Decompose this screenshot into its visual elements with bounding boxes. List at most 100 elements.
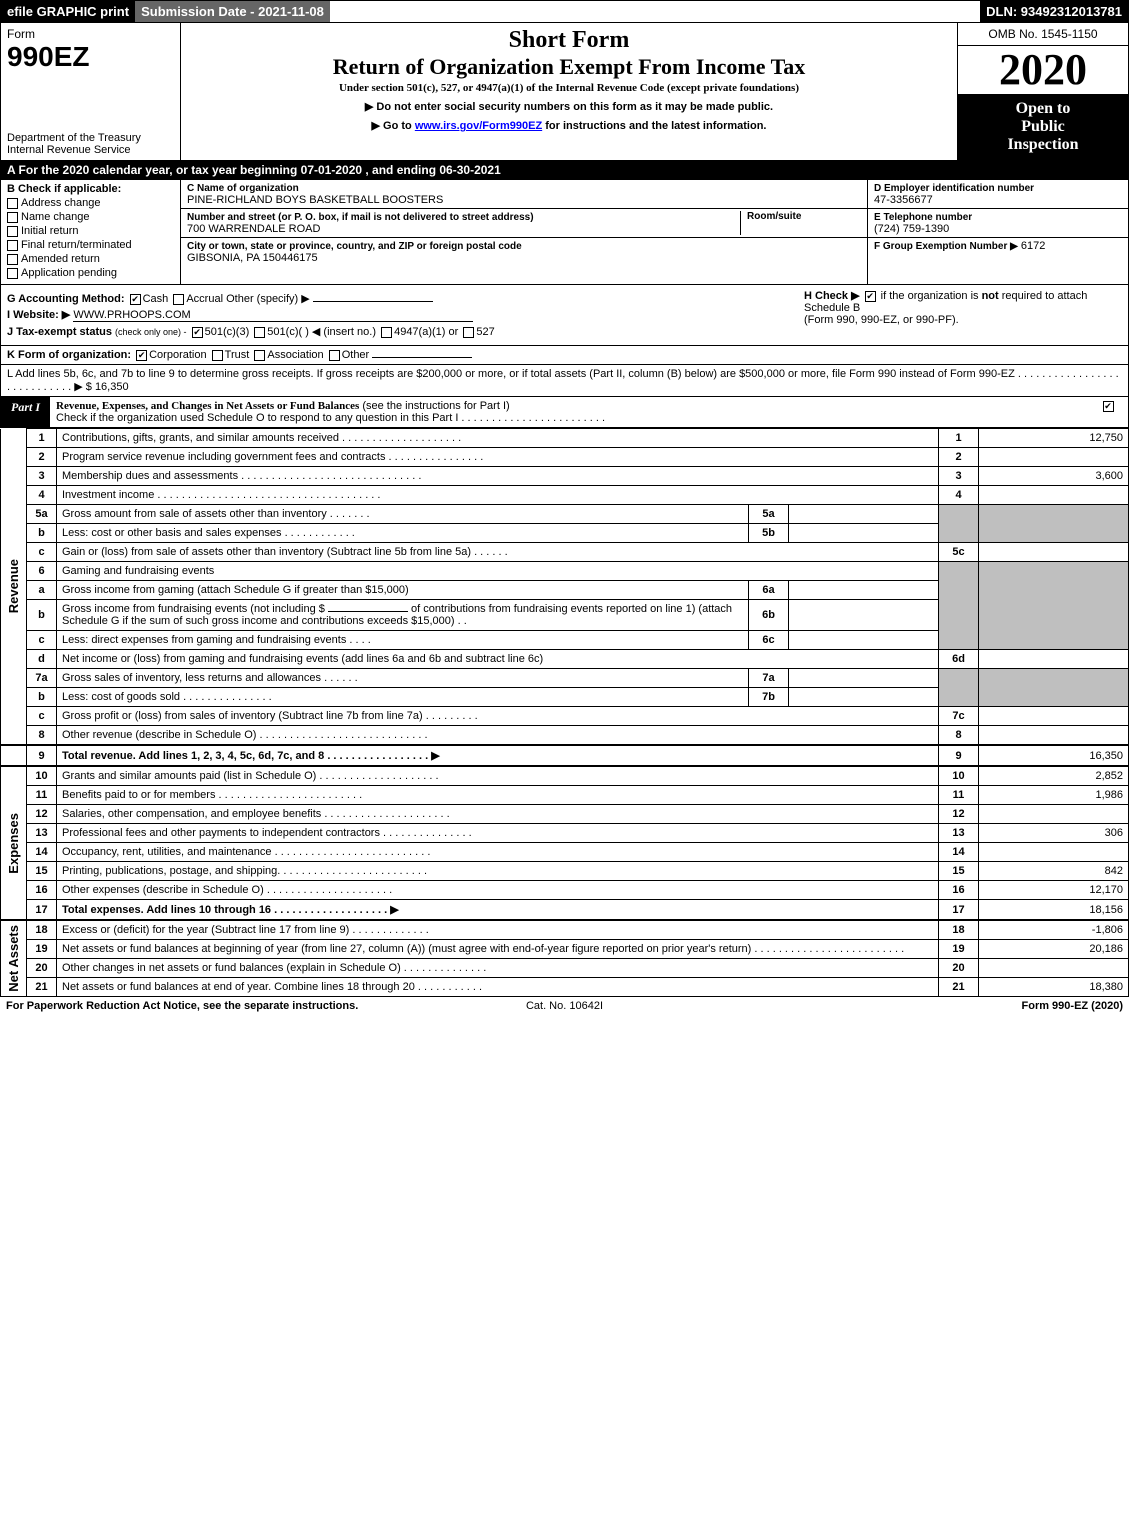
row-5b-num: b — [27, 524, 57, 543]
header-note-2: ▶ Go to www.irs.gov/Form990EZ for instru… — [187, 119, 951, 132]
org-name-label: C Name of organization — [187, 183, 299, 194]
checkbox-application-pending[interactable] — [7, 268, 18, 279]
checkbox-cash[interactable] — [130, 294, 141, 305]
side-label-expenses: Expenses — [1, 766, 27, 920]
telephone-value: (724) 759-1390 — [874, 223, 949, 235]
header-subtitle: Under section 501(c), 527, or 4947(a)(1)… — [187, 82, 951, 94]
row-7c-col: 7c — [939, 707, 979, 726]
website-value: WWW.PRHOOPS.COM — [73, 309, 473, 322]
row-17-val: 18,156 — [979, 900, 1129, 921]
label-501c: 501(c)( ) ◀ (insert no.) — [267, 326, 376, 338]
checkbox-initial-return[interactable] — [7, 226, 18, 237]
part-1-tag: Part I — [1, 397, 50, 427]
row-16-col: 16 — [939, 881, 979, 900]
checkbox-amended-return[interactable] — [7, 254, 18, 265]
open-line-3: Inspection — [962, 136, 1124, 154]
label-association: Association — [267, 349, 323, 361]
line-j-label: J Tax-exempt status — [7, 326, 112, 338]
part-1-sub: (see the instructions for Part I) — [359, 400, 509, 412]
row-2-desc: Program service revenue including govern… — [57, 448, 939, 467]
row-18-val: -1,806 — [979, 920, 1129, 940]
row-21-col: 21 — [939, 978, 979, 997]
row-10-num: 10 — [27, 766, 57, 786]
row-5b-col-shaded — [939, 524, 979, 543]
other-form-input[interactable] — [372, 357, 472, 358]
row-17-desc: Total expenses. Add lines 10 through 16 … — [57, 900, 939, 921]
other-method-input[interactable] — [313, 301, 433, 302]
checkbox-other-form[interactable] — [329, 350, 340, 361]
room-suite-label: Room/suite — [747, 211, 801, 222]
checkbox-association[interactable] — [254, 350, 265, 361]
row-5c-val — [979, 543, 1129, 562]
row-12-desc: Salaries, other compensation, and employ… — [57, 805, 939, 824]
label-accrual: Accrual — [186, 293, 223, 305]
footer-center: Cat. No. 10642I — [378, 1000, 750, 1012]
row-14-desc: Occupancy, rent, utilities, and maintena… — [57, 843, 939, 862]
form-number: 990EZ — [7, 41, 90, 72]
row-6b-num: b — [27, 600, 57, 631]
checkbox-name-change[interactable] — [7, 212, 18, 223]
header-note-1: ▶ Do not enter social security numbers o… — [187, 100, 951, 113]
line-g-label: G Accounting Method: — [7, 293, 125, 305]
row-10-desc: Grants and similar amounts paid (list in… — [57, 766, 939, 786]
row-3-val: 3,600 — [979, 467, 1129, 486]
row-4-desc: Investment income . . . . . . . . . . . … — [57, 486, 939, 505]
checkbox-501c[interactable] — [254, 327, 265, 338]
part-1-end-check — [1088, 397, 1128, 427]
row-7b-desc: Less: cost of goods sold . . . . . . . .… — [57, 688, 749, 707]
label-address-change: Address change — [21, 197, 101, 209]
line-l: L Add lines 5b, 6c, and 7b to line 9 to … — [0, 365, 1129, 397]
row-17-num: 17 — [27, 900, 57, 921]
label-corporation: Corporation — [149, 349, 206, 361]
open-line-1: Open to — [962, 100, 1124, 118]
row-3-col: 3 — [939, 467, 979, 486]
checkbox-trust[interactable] — [212, 350, 223, 361]
row-14-num: 14 — [27, 843, 57, 862]
part-1-lines-table: Revenue 1 Contributions, gifts, grants, … — [0, 428, 1129, 997]
footer-left: For Paperwork Reduction Act Notice, see … — [6, 1000, 378, 1012]
form-word: Form — [7, 27, 35, 41]
row-5b-val-shaded — [979, 524, 1129, 543]
row-4-col: 4 — [939, 486, 979, 505]
checkbox-schedule-b-not-required[interactable] — [865, 291, 876, 302]
irs-link[interactable]: www.irs.gov/Form990EZ — [415, 120, 542, 132]
checkbox-4947[interactable] — [381, 327, 392, 338]
checkbox-corporation[interactable] — [136, 350, 147, 361]
label-4947: 4947(a)(1) or — [394, 326, 458, 338]
checkbox-address-change[interactable] — [7, 198, 18, 209]
row-11-col: 11 — [939, 786, 979, 805]
row-13-desc: Professional fees and other payments to … — [57, 824, 939, 843]
label-other-method: Other (specify) ▶ — [226, 293, 310, 305]
row-11-val: 1,986 — [979, 786, 1129, 805]
row-12-val — [979, 805, 1129, 824]
row-6c-sub: 6c — [749, 631, 789, 650]
checkbox-accrual[interactable] — [173, 294, 184, 305]
side-label-net-assets: Net Assets — [1, 920, 27, 997]
checkbox-final-return[interactable] — [7, 240, 18, 251]
row-6a-num: a — [27, 581, 57, 600]
row-6b-amount-input[interactable] — [328, 611, 408, 612]
row-6c-num: c — [27, 631, 57, 650]
row-6b-val-shaded — [979, 600, 1129, 631]
row-18-col: 18 — [939, 920, 979, 940]
section-a-tax-year: A For the 2020 calendar year, or tax yea… — [0, 161, 1129, 180]
row-17-col: 17 — [939, 900, 979, 921]
label-initial-return: Initial return — [21, 225, 78, 237]
row-6a-subval — [789, 581, 939, 600]
line-j-sub: (check only one) - — [115, 327, 187, 337]
part-1-title-text: Revenue, Expenses, and Changes in Net As… — [56, 400, 359, 412]
page-footer: For Paperwork Reduction Act Notice, see … — [0, 997, 1129, 1015]
label-final-return: Final return/terminated — [21, 239, 132, 251]
row-8-col: 8 — [939, 726, 979, 746]
row-21-num: 21 — [27, 978, 57, 997]
row-20-num: 20 — [27, 959, 57, 978]
line-h-text1: H Check ▶ — [804, 290, 860, 302]
row-19-col: 19 — [939, 940, 979, 959]
row-13-col: 13 — [939, 824, 979, 843]
checkbox-501c3[interactable] — [192, 327, 203, 338]
checkbox-schedule-o-used[interactable] — [1103, 401, 1114, 412]
checkbox-527[interactable] — [463, 327, 474, 338]
row-2-val — [979, 448, 1129, 467]
row-7b-sub: 7b — [749, 688, 789, 707]
row-6-desc: Gaming and fundraising events — [57, 562, 939, 581]
